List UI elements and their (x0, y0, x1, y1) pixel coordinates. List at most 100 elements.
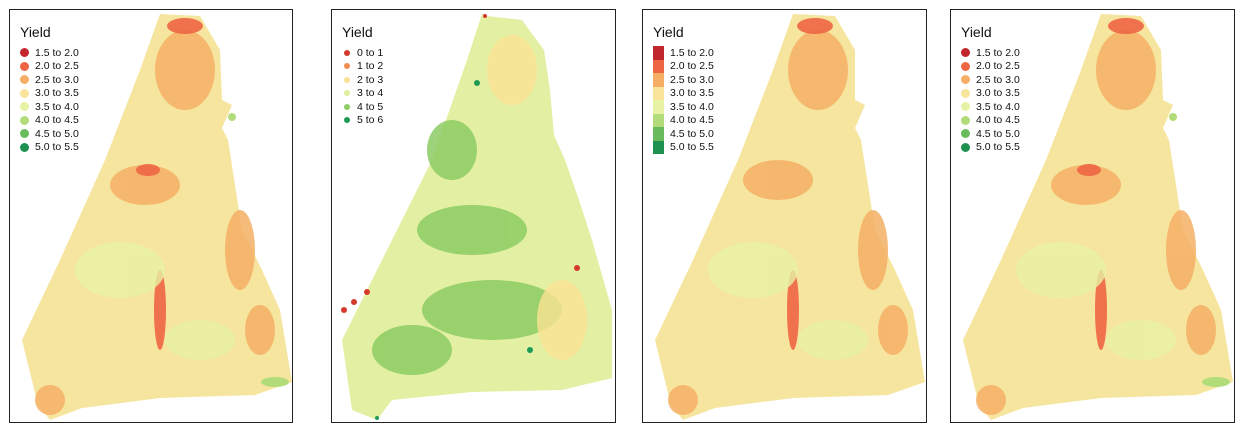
legend-swatch (344, 103, 350, 110)
legend-swatch (961, 102, 970, 112)
legend-item: 2.5 to 3.0 (653, 73, 714, 87)
legend-swatch (653, 59, 664, 73)
legend-label: 1 to 2 (357, 60, 384, 73)
legend-title: Yield (342, 24, 373, 40)
legend-label: 3.5 to 4.0 (670, 100, 714, 113)
legend-label: 4 to 5 (357, 100, 384, 113)
yield-zones-very-low (136, 18, 203, 350)
legend-label: 4.0 to 4.5 (35, 114, 79, 127)
legend-item: 5.0 to 5.5 (20, 141, 79, 155)
yield-zones-low (35, 30, 275, 415)
legend-label: 3.0 to 3.5 (976, 87, 1020, 100)
legend-label: 2 to 3 (357, 73, 384, 86)
legend-label: 2.0 to 2.5 (976, 60, 1020, 73)
legend-item: 2.0 to 2.5 (653, 59, 714, 73)
legend-title: Yield (20, 24, 51, 40)
legend-item: 3.5 to 4.0 (961, 100, 1020, 114)
legend: Yield 1.5 to 2.0 2.0 to 2.5 2.5 to 3.0 3.0 … (653, 24, 714, 154)
legend-swatch (961, 129, 970, 139)
legend-item: 0 to 1 (342, 46, 383, 60)
yield-zones-medium (487, 35, 587, 360)
legend-swatch (20, 61, 29, 71)
legend-swatch (20, 88, 29, 98)
legend-item: 2.0 to 2.5 (20, 60, 79, 74)
legend-swatch (344, 76, 350, 83)
map-panel-1: Yield 1.5 to 2.0 2.0 to 2.5 2.5 to 3.0 3.0 … (9, 9, 293, 423)
legend-item: 2 to 3 (342, 73, 383, 87)
legend-label: 0 to 1 (357, 46, 384, 59)
legend-label: 4.5 to 5.0 (670, 127, 714, 140)
legend-swatch (653, 46, 664, 60)
legend-label: 3 to 4 (357, 87, 384, 100)
legend-swatch (20, 115, 29, 125)
legend-item: 4.0 to 4.5 (653, 113, 714, 127)
legend-item: 3.0 to 3.5 (20, 87, 79, 101)
legend-swatch (20, 129, 29, 139)
legend-swatch (653, 86, 664, 100)
legend-label: 2.0 to 2.5 (670, 60, 714, 73)
yield-zones-high (75, 242, 235, 360)
legend-items: 1.5 to 2.0 2.0 to 2.5 2.5 to 3.0 3.0 to 3.5… (961, 46, 1020, 154)
legend-item: 4.5 to 5.0 (20, 127, 79, 141)
legend-label: 4.0 to 4.5 (670, 114, 714, 127)
legend-label: 1.5 to 2.0 (670, 46, 714, 59)
field-boundary (655, 14, 925, 420)
yield-zones-very-low (787, 18, 833, 350)
legend-label: 3.0 to 3.5 (670, 87, 714, 100)
yield-zones-high (708, 242, 868, 360)
field-map (655, 14, 925, 420)
legend-label: 5.0 to 5.5 (670, 141, 714, 154)
yield-zones-low (668, 30, 908, 415)
map-panel-3: Yield 1.5 to 2.0 2.0 to 2.5 2.5 to 3.0 3.0 … (642, 9, 927, 423)
field-boundary (22, 14, 292, 420)
legend-swatch (961, 115, 970, 125)
legend-swatch (344, 49, 350, 56)
legend-label: 5.0 to 5.5 (35, 141, 79, 154)
legend-label: 2.0 to 2.5 (35, 60, 79, 73)
legend-item: 3.5 to 4.0 (20, 100, 79, 114)
legend-swatch (961, 48, 970, 58)
field-boundary (963, 14, 1233, 420)
yield-zones-high (1016, 242, 1176, 360)
legend-swatch (344, 63, 350, 70)
legend-swatch (20, 75, 29, 85)
legend-items: 1.5 to 2.0 2.0 to 2.5 2.5 to 3.0 3.0 to 3.5… (20, 46, 79, 154)
legend-swatch (653, 127, 664, 141)
legend-item: 5 to 6 (342, 114, 383, 128)
legend-item: 2.5 to 3.0 (20, 73, 79, 87)
legend-label: 4.0 to 4.5 (976, 114, 1020, 127)
yield-zones-very-high (1169, 113, 1230, 387)
legend-item: 3 to 4 (342, 87, 383, 101)
legend-item: 4.0 to 4.5 (20, 114, 79, 128)
yield-zones-very-low (1077, 18, 1144, 350)
legend: Yield 1.5 to 2.0 2.0 to 2.5 2.5 to 3.0 3.0 … (961, 24, 1020, 154)
legend-item: 4 to 5 (342, 100, 383, 114)
field-map (963, 14, 1233, 420)
legend-item: 5.0 to 5.5 (653, 140, 714, 154)
legend-label: 2.5 to 3.0 (670, 73, 714, 86)
legend-swatch (344, 117, 350, 124)
legend-items: 1.5 to 2.0 2.0 to 2.5 2.5 to 3.0 3.0 to 3.5… (653, 46, 714, 154)
legend-swatch (20, 102, 29, 112)
legend-swatch (961, 88, 970, 98)
legend-item: 4.5 to 5.0 (961, 127, 1020, 141)
field-map (341, 14, 612, 420)
legend-swatch (344, 90, 350, 97)
legend-label: 2.5 to 3.0 (35, 73, 79, 86)
legend-item: 5.0 to 5.5 (961, 141, 1020, 155)
field-map (22, 14, 292, 420)
legend-label: 4.5 to 5.0 (976, 127, 1020, 140)
legend-label: 5 to 6 (357, 114, 384, 127)
legend-swatch (653, 100, 664, 114)
legend-item: 1.5 to 2.0 (961, 46, 1020, 60)
legend-item: 1 to 2 (342, 60, 383, 74)
legend-label: 2.5 to 3.0 (976, 73, 1020, 86)
legend-item: 4.0 to 4.5 (961, 114, 1020, 128)
legend-swatch (961, 142, 970, 152)
legend-item: 1.5 to 2.0 (653, 46, 714, 60)
yield-zones-very-low (341, 14, 580, 313)
yield-zones-low (976, 30, 1216, 415)
